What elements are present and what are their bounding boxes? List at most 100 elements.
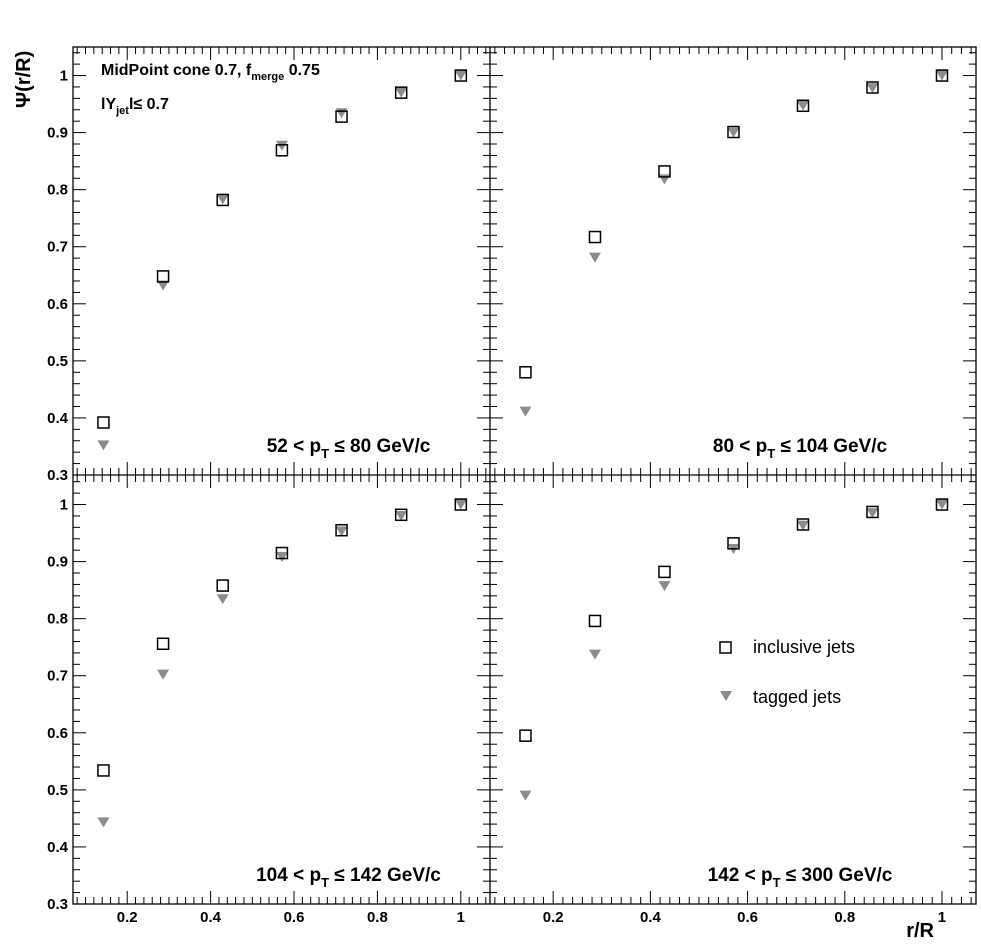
inclusive-jet-marker: [335, 523, 348, 537]
tagged-jet-marker: [935, 499, 948, 510]
legend-inclusive-marker: [719, 641, 732, 654]
tagged-jet-marker: [97, 440, 110, 451]
y-tick-label: 0.5: [47, 782, 68, 799]
rapidity-info-prefix: lY: [101, 96, 116, 113]
tagged-jet-marker: [335, 526, 348, 537]
y-tick-label: 0.6: [47, 296, 68, 313]
y-tick-label: 0.8: [47, 611, 68, 628]
tagged-jet-marker: [866, 83, 879, 94]
inclusive-jet-marker: [454, 69, 468, 82]
inclusive-jet-marker: [727, 125, 740, 139]
tagged-jet-marker: [216, 594, 229, 605]
axis-tick-labels: 0.3 0.4 0.5 0.6 0.7 0.8 0.9 1 0.2 0.4 0.6 0.8 1 0.3 0.…: [47, 68, 946, 926]
tagged-jet-marker: [395, 87, 408, 98]
panel-pt-label: 80 < pT ≤ 104 GeV/c: [713, 436, 888, 461]
y-tick-label: 0.4: [47, 410, 69, 427]
pt-label-post: ≤ 300 GeV/c: [781, 865, 893, 886]
inclusive-jet-marker: [275, 144, 289, 157]
y-tick-label: 0.3: [47, 467, 68, 484]
pt-label-sub: T: [767, 446, 775, 461]
inclusive-jet-marker: [216, 579, 229, 592]
y-tick-label: 0.5: [47, 353, 68, 370]
y-tick-label: 0.4: [47, 839, 69, 856]
tagged-jet-marker: [275, 140, 288, 151]
inclusive-jet-marker: [335, 110, 348, 123]
x-tick-label: 0.2: [543, 909, 564, 926]
pt-label-post: ≤ 142 GeV/c: [329, 865, 441, 886]
inclusive-jet-marker: [519, 366, 532, 379]
tagged-jet-marker: [157, 669, 170, 680]
inclusive-jet-marker: [454, 498, 468, 511]
tagged-jet-marker: [519, 406, 532, 417]
tagged-jet-marker: [216, 194, 229, 205]
inclusive-jet-marker: [866, 505, 879, 519]
x-tick-label: 0.4: [640, 909, 662, 926]
y-tick-label: 0.7: [47, 668, 68, 685]
inclusive-jet-marker: [97, 764, 110, 777]
y-axis-title: Ψ(r/R): [13, 51, 35, 108]
pt-label-sub: T: [773, 875, 781, 890]
x-tick-label: 0.8: [834, 909, 855, 926]
rapidity-info-suffix: l≤ 0.7: [129, 96, 169, 113]
pt-label-sub: T: [321, 446, 329, 461]
inclusive-jet-marker: [658, 565, 671, 579]
y-tick-label: 0.8: [47, 182, 68, 199]
tagged-jet-marker: [519, 790, 532, 801]
tagged-jet-marker: [866, 508, 879, 519]
panel-pt-label: 52 < pT ≤ 80 GeV/c: [267, 436, 431, 461]
pt-label-post: ≤ 104 GeV/c: [775, 436, 887, 457]
inclusive-jet-marker: [588, 614, 602, 628]
y-tick-label: 0.3: [47, 896, 68, 913]
tagged-jet-marker: [658, 581, 671, 592]
inclusive-jet-marker: [156, 637, 170, 651]
rapidity-info-label: lYjetl≤ 0.7: [101, 96, 169, 117]
tagged-jet-marker: [796, 520, 809, 531]
legend: inclusive jets tagged jets: [719, 637, 855, 707]
y-tick-label: 1: [60, 68, 68, 85]
data-markers: [97, 69, 949, 828]
y-tick-label: 1: [60, 497, 68, 514]
tagged-jet-marker: [588, 649, 601, 660]
panel-pt-label: 104 < pT ≤ 142 GeV/c: [256, 865, 441, 890]
tagged-jet-marker: [796, 100, 809, 111]
legend-inclusive-label: inclusive jets: [753, 637, 855, 657]
rapidity-info-subscript: jet: [115, 105, 129, 117]
cone-info-text: MidPoint cone 0.7, f: [101, 62, 252, 79]
cone-info-subscript: merge: [251, 71, 284, 83]
tagged-jet-marker: [588, 252, 601, 263]
y-tick-label: 0.7: [47, 239, 68, 256]
inclusive-jet-marker: [935, 69, 949, 82]
x-tick-label: 0.4: [200, 909, 222, 926]
pt-label-pre: 104 < p: [256, 865, 321, 886]
tagged-jet-marker: [335, 108, 348, 119]
inclusive-jet-marker: [216, 193, 229, 207]
inclusive-jet-marker: [394, 508, 408, 522]
y-tick-label: 0.9: [47, 554, 68, 571]
panel-pt-labels: 52 < pT ≤ 80 GeV/c 80 < pT ≤ 104 GeV/c104…: [256, 436, 893, 890]
tagged-jet-marker: [157, 280, 170, 291]
pt-label-pre: 52 < p: [267, 436, 321, 457]
x-tick-label: 1: [457, 909, 465, 926]
inclusive-jet-marker: [394, 86, 408, 99]
tagged-jet-marker: [727, 127, 740, 138]
x-axis-title: r/R: [906, 920, 934, 942]
cone-info-label: MidPoint cone 0.7, fmerge 0.75: [101, 62, 320, 83]
x-tick-label: 0.8: [367, 909, 388, 926]
inclusive-jet-marker: [658, 165, 671, 178]
tagged-jet-marker: [454, 499, 467, 510]
inclusive-jet-marker: [275, 546, 289, 560]
y-tick-label: 0.9: [47, 125, 68, 142]
axis-ticks: [73, 47, 976, 905]
cone-info-value: 0.75: [284, 62, 320, 79]
panel-pt-label: 142 < pT ≤ 300 GeV/c: [708, 865, 893, 890]
tagged-jet-marker: [275, 552, 288, 563]
inclusive-jet-marker: [796, 99, 810, 113]
inclusive-jet-marker: [156, 270, 170, 283]
tagged-jet-marker: [454, 70, 467, 81]
inclusive-jet-marker: [866, 81, 879, 94]
x-tick-label: 1: [938, 909, 946, 926]
x-tick-label: 0.6: [284, 909, 305, 926]
pt-label-post: ≤ 80 GeV/c: [329, 436, 431, 457]
inclusive-jet-marker: [519, 729, 532, 742]
